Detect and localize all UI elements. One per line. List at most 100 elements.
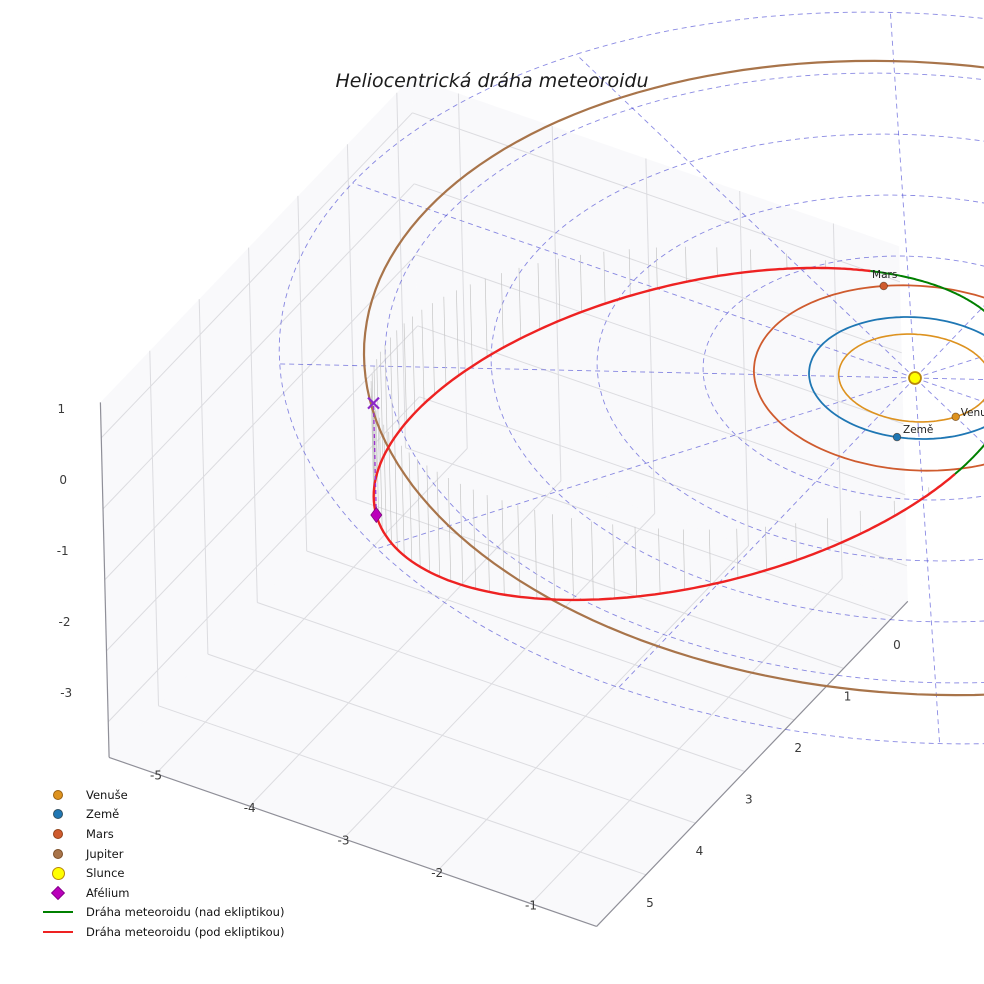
legend-item-afelium: Afélium	[36, 883, 284, 903]
tick-label: -2	[59, 615, 71, 629]
x-axis-tick-labels: -5 -4 -3 -2 -1	[150, 769, 537, 913]
legend-item-venuse: Venuše	[36, 785, 284, 805]
legend-dot-icon	[36, 828, 80, 839]
stem-line	[469, 284, 473, 367]
legend-label: Venuše	[86, 787, 128, 802]
legend-label: Afélium	[86, 885, 130, 900]
stem-line	[443, 296, 447, 386]
legend-item-zeme: Země	[36, 805, 284, 825]
stem-line	[379, 351, 384, 458]
stem-line	[612, 524, 615, 599]
stem-line	[384, 344, 388, 450]
grid-line	[530, 578, 843, 904]
grid-line	[412, 112, 901, 283]
orbit-jupiter	[362, 59, 984, 697]
grid-line	[415, 254, 904, 425]
aphelion-ecliptic-x-icon	[367, 396, 380, 410]
grid-line	[158, 705, 647, 876]
legend-item-mars: Mars	[36, 824, 284, 844]
tick-label: 0	[893, 638, 901, 652]
stem-line	[403, 323, 407, 423]
ecliptic-grid-spoke	[889, 12, 916, 379]
stem-line	[634, 526, 638, 597]
tick-label: 4	[696, 844, 704, 858]
legend-dot-icon	[36, 848, 80, 859]
stem-line	[859, 510, 862, 534]
tick-label: 2	[794, 741, 802, 755]
tick-label: -4	[244, 801, 256, 815]
legend-label: Země	[86, 807, 120, 822]
legend-item-slunce: Slunce	[36, 863, 284, 883]
legend-line-icon	[36, 911, 80, 914]
stem-line	[375, 410, 380, 523]
planet-orbits	[362, 59, 984, 697]
stem-line	[826, 518, 829, 549]
axis-spine	[99, 402, 110, 758]
stem-line	[436, 471, 441, 577]
planet-marker-mars	[879, 281, 888, 291]
grid-line	[343, 513, 656, 839]
stem-line	[518, 267, 522, 339]
stem-line	[389, 337, 394, 441]
orbit-venuse	[837, 333, 984, 423]
stem-line	[708, 529, 712, 585]
aphelion-drop-line	[372, 403, 377, 516]
stem-line	[426, 465, 430, 573]
planet-marker-zeme	[892, 432, 902, 442]
stem-line	[421, 309, 425, 404]
stem-line	[370, 381, 375, 492]
stem-line	[396, 330, 400, 432]
ecliptic-grid-circle	[278, 11, 984, 745]
meteoroid-path-above-ecliptic	[870, 270, 984, 312]
stem-line	[655, 247, 658, 289]
legend-item-draha-meteoroidu-nad-ekliptikou: Dráha meteoroidu (nad ekliptikou)	[36, 903, 284, 923]
stem-line	[459, 483, 464, 586]
axis-spine	[596, 600, 909, 927]
stem-line	[579, 254, 583, 312]
meteoroid-trajectory	[372, 266, 984, 602]
stem-line	[736, 528, 739, 579]
planet-label-venuse: Venuše	[961, 407, 984, 419]
legend-label: Mars	[86, 826, 114, 841]
stem-line	[765, 526, 767, 571]
y-axis-tick-labels: 0 1 2 3 4 5	[646, 638, 901, 910]
tick-label: 1	[58, 402, 66, 416]
meteoroid-path-above-ecliptic	[954, 443, 984, 475]
stem-line	[417, 459, 421, 567]
stem-line	[371, 373, 376, 484]
legend-line-icon	[36, 930, 80, 933]
stem-line	[558, 258, 561, 321]
stem-line	[376, 359, 380, 467]
grid-line	[436, 545, 749, 872]
stem-lines	[370, 246, 930, 600]
grid-line	[107, 396, 420, 723]
grid-line	[417, 325, 906, 496]
grid-line	[100, 112, 413, 439]
legend-label: Dráha meteoroidu (nad ekliptikou)	[86, 905, 285, 920]
tick-label: -1	[525, 899, 537, 913]
grid-line	[405, 447, 894, 618]
ecliptic-grid-spoke	[914, 377, 941, 744]
tick-label: 3	[745, 793, 753, 807]
tick-label: -3	[60, 686, 72, 700]
sun-marker	[908, 371, 922, 385]
orbit-mars	[752, 284, 984, 472]
stem-line	[571, 518, 574, 600]
legend-dot-icon	[36, 809, 80, 820]
z-axis-tick-labels: 1 0 -1 -2 -3	[57, 402, 72, 700]
tick-label: 1	[844, 689, 852, 703]
axes-spines	[99, 402, 909, 927]
stem-line	[795, 523, 797, 561]
stem-line	[591, 521, 594, 600]
stem-line	[603, 251, 606, 304]
legend-item-jupiter: Jupiter	[36, 844, 284, 864]
grid-line	[155, 448, 468, 774]
stem-line	[628, 249, 631, 296]
tick-label: 0	[59, 473, 67, 487]
stem-line	[431, 303, 435, 395]
legend-dot-icon	[36, 789, 80, 800]
tick-label: 5	[646, 896, 654, 910]
aphelion-marker	[370, 506, 383, 524]
